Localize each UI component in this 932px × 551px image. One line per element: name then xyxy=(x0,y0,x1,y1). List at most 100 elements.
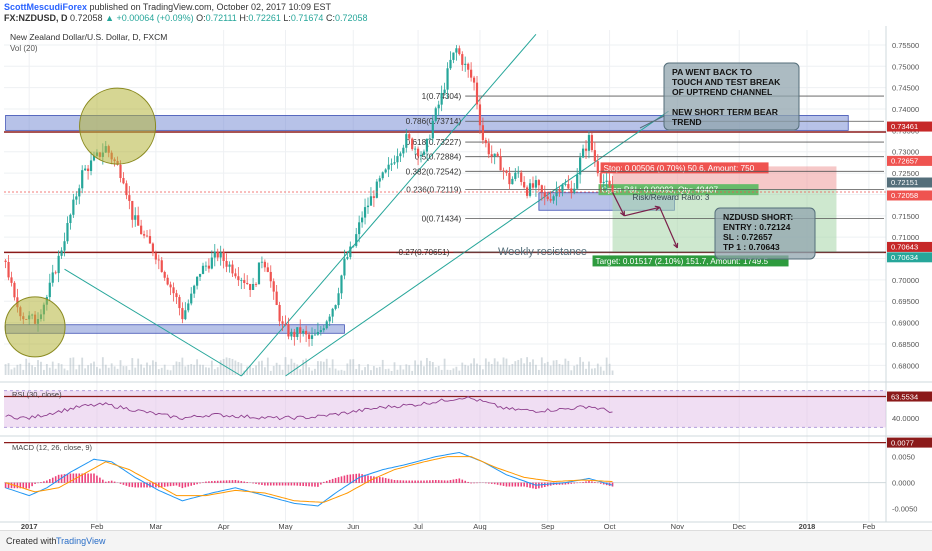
volume-bar xyxy=(570,370,572,375)
candle-body xyxy=(458,48,460,54)
ohlc-low-value: 0.71674 xyxy=(291,13,324,23)
volume-bar xyxy=(582,362,584,375)
macd-histogram-bar xyxy=(90,474,92,483)
macd-histogram-bar xyxy=(108,481,110,483)
macd-histogram-bar xyxy=(582,482,584,483)
volume-bar xyxy=(93,362,95,375)
tradingview-link[interactable]: TradingView xyxy=(56,536,106,546)
macd-histogram-bar xyxy=(302,483,304,486)
volume-bar xyxy=(367,364,369,375)
price-tick: 0.69500 xyxy=(892,297,919,306)
ohlc-close-key: C: xyxy=(326,13,335,23)
candle-body xyxy=(567,184,569,188)
volume-bar xyxy=(355,369,357,375)
candle-body xyxy=(561,185,563,192)
candle-body xyxy=(240,280,242,281)
volume-bar xyxy=(37,360,39,375)
price-axis[interactable]: 0.755000.750000.745000.740000.735000.730… xyxy=(887,41,932,514)
macd-histogram-bar xyxy=(49,479,51,483)
volume-bar xyxy=(588,362,590,375)
candle-body xyxy=(267,267,269,272)
macd-histogram-bar xyxy=(523,483,525,487)
volume-bar xyxy=(302,360,304,375)
volume-bar xyxy=(544,363,546,375)
macd-histogram-bar xyxy=(329,480,331,483)
macd-histogram-bar xyxy=(503,483,505,486)
volume-bar xyxy=(379,367,381,375)
volume-bar xyxy=(299,369,301,375)
volume-bar xyxy=(411,371,413,375)
candle-body xyxy=(591,135,593,150)
candle-body xyxy=(158,260,160,261)
volume-bar xyxy=(523,363,525,375)
volume-bar xyxy=(81,358,83,375)
macd-histogram-bar xyxy=(388,479,390,483)
macd-histogram-bar xyxy=(99,478,101,483)
volume-bar xyxy=(61,364,63,375)
macd-histogram-bar xyxy=(467,482,469,483)
candle-body xyxy=(208,266,210,269)
volume-bar xyxy=(190,364,192,375)
candle-body xyxy=(237,276,239,280)
candle-body xyxy=(161,260,163,272)
candle-body xyxy=(393,162,395,163)
candle-body xyxy=(467,64,469,70)
macd-histogram-bar xyxy=(176,483,178,486)
macd-histogram-bar xyxy=(535,483,537,489)
macd-histogram-bar xyxy=(299,483,301,486)
author-name[interactable]: ScottMescudiForex xyxy=(4,2,87,12)
volume-bar xyxy=(170,370,172,375)
candle-body xyxy=(164,272,166,278)
macd-histogram-bar xyxy=(470,483,472,484)
volume-bar xyxy=(276,363,278,375)
candle-body xyxy=(55,272,57,273)
chart-canvas[interactable]: Stop: 0.00506 (0.70%) 50.6, Amount: 750O… xyxy=(0,26,932,530)
volume-bar xyxy=(594,368,596,375)
candle-body xyxy=(396,156,398,162)
volume-bar xyxy=(67,370,69,375)
macd-histogram-bar xyxy=(126,483,128,486)
volume-bar xyxy=(473,358,475,375)
volume-bar xyxy=(120,360,122,375)
volume-bar xyxy=(494,358,496,375)
volume-bar xyxy=(444,359,446,375)
ohlc-high-key: H: xyxy=(239,13,248,23)
macd-histogram-bar xyxy=(235,480,237,483)
candle-body xyxy=(390,163,392,164)
macd-histogram-bar xyxy=(397,480,399,483)
candle-body xyxy=(323,328,325,330)
candle-body xyxy=(446,68,448,89)
fib-label: 0.5(0.72884) xyxy=(415,153,462,162)
volume-bar xyxy=(323,362,325,375)
macd-histogram-bar xyxy=(243,482,245,483)
volume-bar xyxy=(34,367,36,375)
candle-body xyxy=(167,278,169,285)
macd-histogram-bar xyxy=(11,483,13,489)
macd-histogram-bar xyxy=(391,479,393,483)
candle-body xyxy=(349,247,351,258)
volume-bar xyxy=(255,365,257,375)
volume-bar xyxy=(55,369,57,375)
candle-body xyxy=(499,156,501,170)
volume-bar xyxy=(128,370,130,375)
time-tick: Feb xyxy=(862,522,875,530)
note-pa-test-line: NEW SHORT TERM BEAR xyxy=(672,107,779,117)
macd-histogram-bar xyxy=(43,481,45,483)
macd-histogram-bar xyxy=(255,483,257,484)
candle-body xyxy=(122,178,124,183)
macd-histogram-bar xyxy=(476,483,478,484)
candle-body xyxy=(376,182,378,198)
candle-body xyxy=(352,246,354,247)
macd-histogram-bar xyxy=(594,482,596,483)
candle-body xyxy=(441,93,443,105)
candle-body xyxy=(334,305,336,309)
macd-histogram-bar xyxy=(37,483,39,484)
volume-bar xyxy=(335,369,337,375)
candle-body xyxy=(293,332,295,337)
volume-bar xyxy=(391,371,393,375)
published-text: published on TradingView.com, October 02… xyxy=(90,2,332,12)
price-change: +0.00064 (+0.09%) xyxy=(117,13,194,23)
candle-body xyxy=(63,241,65,250)
macd-histogram-bar xyxy=(408,481,410,483)
